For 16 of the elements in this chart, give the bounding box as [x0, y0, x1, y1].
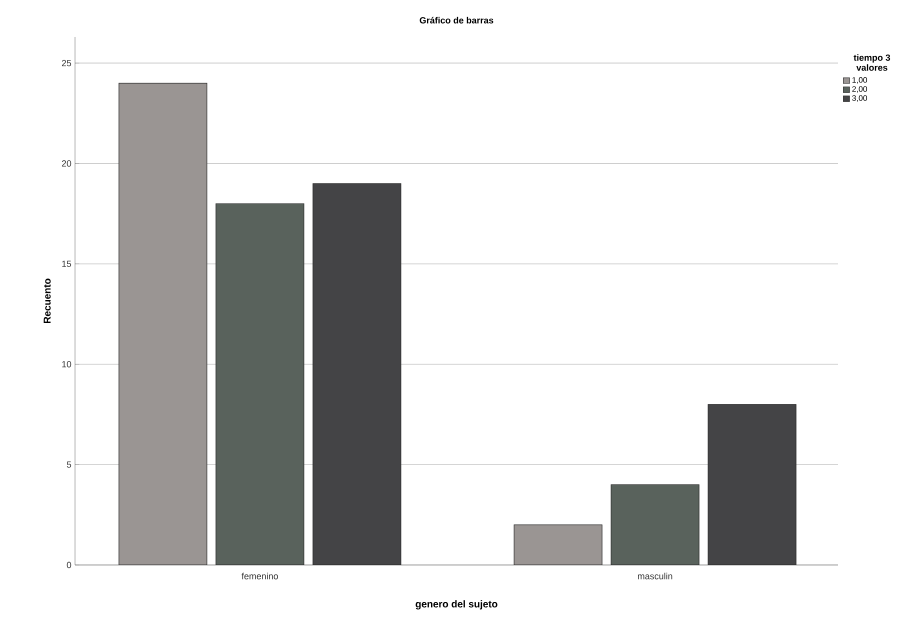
y-tick-label: 15: [62, 260, 72, 267]
bar: [216, 203, 304, 565]
y-tick-label: 0: [66, 562, 72, 568]
y-tick-label: 10: [62, 361, 72, 368]
x-tick-label: masculin: [638, 572, 672, 580]
bar: [610, 484, 700, 565]
x-tick-label: femenino: [242, 572, 278, 580]
legend-title: tiempo 3 valores: [854, 54, 890, 71]
bar: [118, 82, 208, 565]
y-tick-label: 20: [62, 160, 72, 167]
bar: [514, 524, 602, 565]
y-tick-label: 25: [62, 60, 72, 66]
y-axis-title: Recuento: [44, 278, 51, 324]
y-tick-label: 5: [66, 461, 72, 468]
chart-title: Gráfico de barras: [420, 16, 494, 24]
x-axis-title: genero del sujeto: [416, 600, 498, 610]
